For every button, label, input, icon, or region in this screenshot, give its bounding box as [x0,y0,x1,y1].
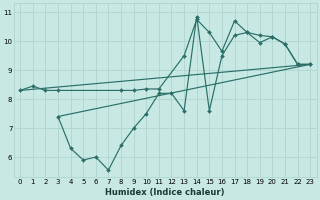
X-axis label: Humidex (Indice chaleur): Humidex (Indice chaleur) [106,188,225,197]
